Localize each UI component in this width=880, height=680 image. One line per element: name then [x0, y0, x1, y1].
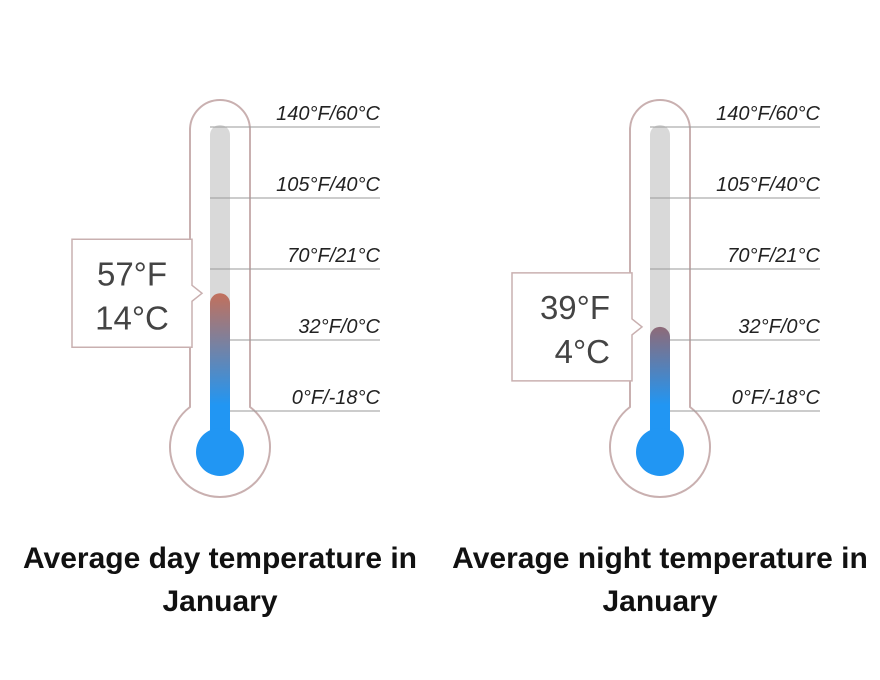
value-callout — [71, 238, 204, 349]
y-tick-label: 70°F/21°C — [287, 245, 380, 267]
y-tick-label: 32°F/0°C — [298, 316, 380, 338]
mercury — [650, 326, 670, 452]
bulb — [196, 428, 244, 476]
y-tick-label: 70°F/21°C — [727, 245, 820, 267]
bulb — [636, 428, 684, 476]
y-tick-label: 32°F/0°C — [738, 316, 820, 338]
value-label: 39°F — [540, 289, 610, 326]
title-box: Average night temperature in January — [452, 542, 868, 618]
value-label: 4°C — [555, 333, 610, 370]
y-tick-label: 105°F/40°C — [716, 174, 820, 196]
mercury — [210, 293, 230, 452]
y-tick-label: 140°F/60°C — [716, 103, 820, 125]
chart-title: Average day temperature in January — [22, 542, 418, 618]
value-label: 57°F — [97, 255, 167, 292]
value-callout — [511, 272, 644, 382]
y-tick-label: 0°F/-18°C — [732, 387, 821, 409]
y-tick-label: 140°F/60°C — [276, 103, 380, 125]
y-tick-label: 0°F/-18°C — [292, 387, 381, 409]
title-box: Average day temperature in January — [22, 542, 418, 618]
value-label: 14°C — [95, 299, 169, 336]
y-tick-label: 105°F/40°C — [276, 174, 380, 196]
chart-title: Average night temperature in January — [452, 542, 868, 618]
